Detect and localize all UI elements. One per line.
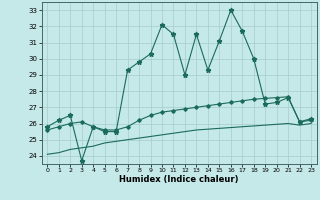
X-axis label: Humidex (Indice chaleur): Humidex (Indice chaleur) <box>119 175 239 184</box>
